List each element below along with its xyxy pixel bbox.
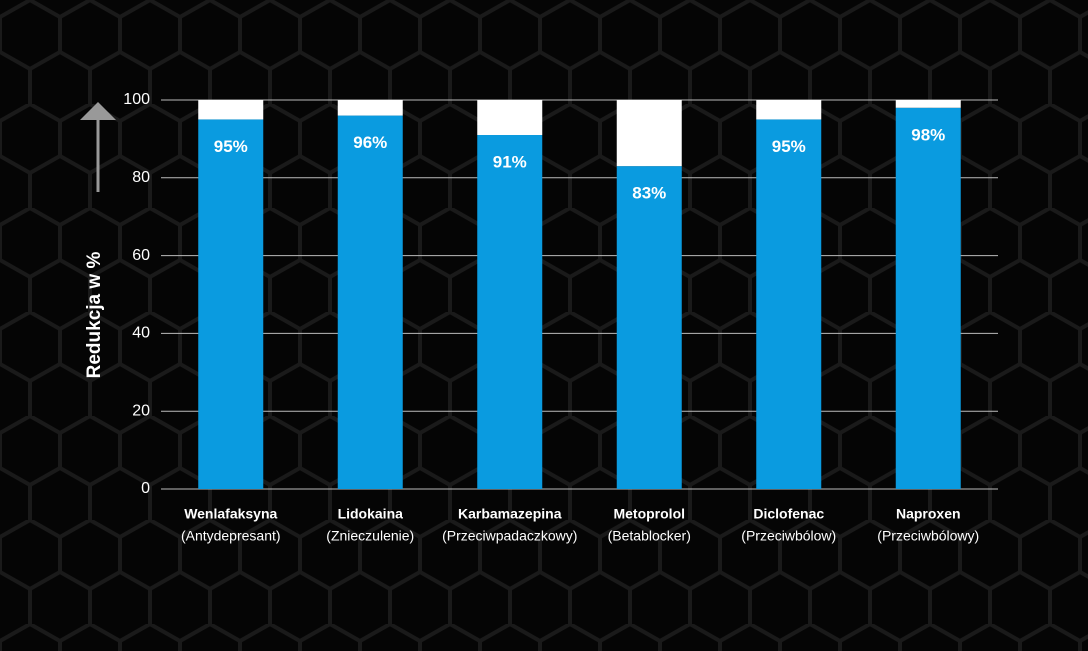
x-tick-note: (Przeciwpadaczkowy) bbox=[442, 528, 577, 544]
bar-segment bbox=[895, 107, 961, 489]
x-tick-label: Karbamazepina bbox=[458, 506, 562, 522]
x-tick-note: (Przeciwbólowy) bbox=[877, 528, 979, 544]
y-tick-label: 40 bbox=[132, 325, 150, 342]
bar-segment bbox=[198, 100, 264, 120]
value-label: 98% bbox=[911, 125, 945, 144]
value-label: 95% bbox=[214, 137, 248, 156]
y-tick-label: 0 bbox=[141, 480, 150, 497]
bar-segment bbox=[477, 100, 543, 136]
y-tick-label: 20 bbox=[132, 402, 150, 419]
bar-segment bbox=[477, 135, 543, 489]
bar-segment bbox=[337, 100, 403, 116]
bar-segment bbox=[895, 100, 961, 108]
x-tick-label: Naproxen bbox=[896, 506, 961, 522]
bar-segment bbox=[616, 100, 682, 167]
x-tick-label: Lidokaina bbox=[338, 506, 404, 522]
x-tick-label: Wenlafaksyna bbox=[184, 506, 277, 522]
bar-segment bbox=[756, 119, 822, 489]
bar-segment bbox=[337, 115, 403, 489]
x-tick-note: (Antydepresant) bbox=[181, 528, 281, 544]
bar-segment bbox=[616, 166, 682, 489]
y-tick-label: 60 bbox=[132, 247, 150, 264]
arrow-head bbox=[80, 102, 116, 120]
x-tick-note: (Betablocker) bbox=[608, 528, 691, 544]
y-tick-label: 100 bbox=[123, 91, 150, 108]
y-axis-label: Redukcja w % bbox=[84, 252, 105, 379]
x-tick-note: (Przeciwbólow) bbox=[741, 528, 836, 544]
bar-segment bbox=[756, 100, 822, 120]
value-label: 91% bbox=[493, 152, 527, 171]
x-tick-label: Diclofenac bbox=[753, 506, 824, 522]
x-tick-label: Metoprolol bbox=[613, 506, 685, 522]
value-label: 96% bbox=[353, 133, 387, 152]
y-tick-label: 80 bbox=[132, 169, 150, 186]
value-label: 95% bbox=[772, 137, 806, 156]
value-label: 83% bbox=[632, 184, 666, 203]
x-tick-note: (Znieczulenie) bbox=[326, 528, 414, 544]
bar-segment bbox=[198, 119, 264, 489]
